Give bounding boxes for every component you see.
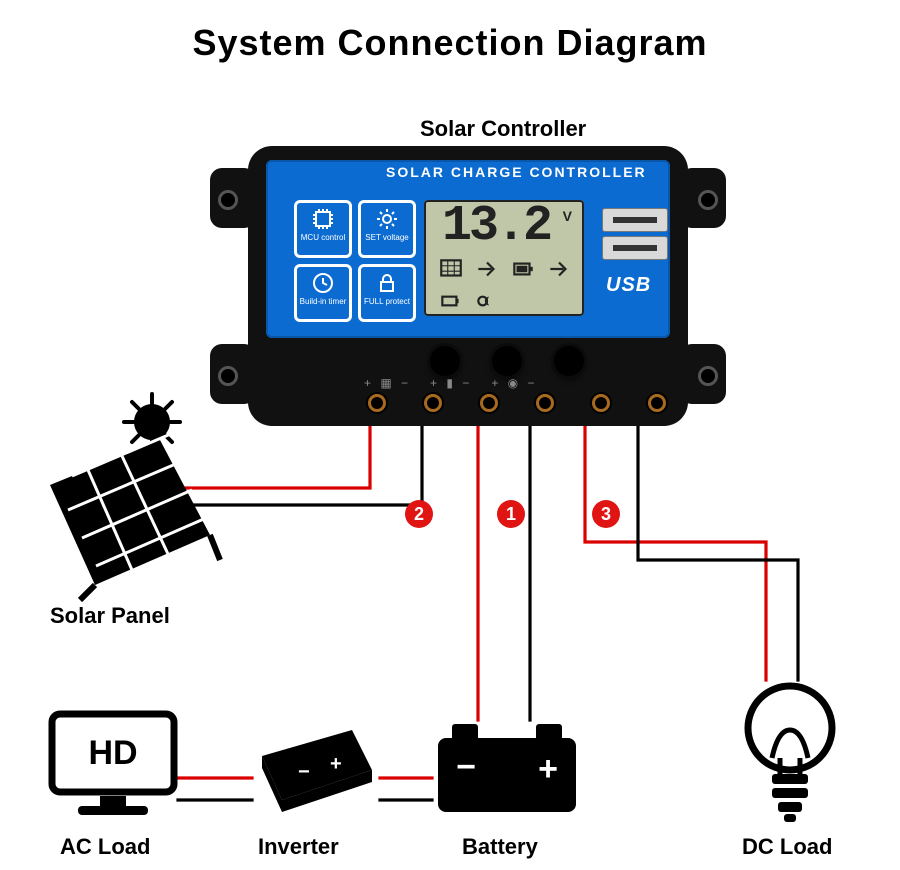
usb-port-icon [602,236,668,260]
inverter-icon: − + [252,720,380,816]
bulb-icon [740,680,840,825]
lcd-reading: 13.2 [442,200,550,255]
terminal-icon [536,394,554,412]
step-badge-1: 1 [497,500,525,528]
terminal-icon [592,394,610,412]
panel-icon [438,256,464,282]
controller-button[interactable] [430,346,460,376]
step-badge-2: 2 [405,500,433,528]
solar-panel-icon [40,390,230,595]
lcd-flow-icons [438,256,584,282]
usb-label: USB [606,274,651,297]
svg-text:+: + [330,753,342,775]
battery-icon [510,256,536,282]
monitor-icon: HD [48,710,178,825]
terminal-icon [648,394,666,412]
svg-text:+: + [538,750,558,788]
mount-ear-icon [210,168,256,228]
mount-ear-icon [680,344,726,404]
mcu-icon: MCU control [294,200,352,258]
solar-controller: SOLAR CHARGE CONTROLLER MCU control SET … [248,146,688,426]
clock-icon: Build-in timer [294,264,352,322]
gear-icon: SET voltage [358,200,416,258]
lcd-unit: V [563,208,572,224]
wire-dc-pos [585,422,766,680]
lock-icon: FULL protect [358,264,416,322]
lcd-status-icons [438,288,500,314]
lcd-display: 13.2 V [424,200,584,316]
battery-icon: − + [432,720,582,820]
bulb-icon [582,256,584,282]
controller-title: SOLAR CHARGE CONTROLLER [386,164,647,180]
battery-small-icon [438,288,464,314]
controller-button[interactable] [492,346,522,376]
controller-faceplate: SOLAR CHARGE CONTROLLER MCU control SET … [266,160,670,338]
step-badge-3: 3 [592,500,620,528]
terminal-labels: + ▦ − + ▮ − + ◉ − [364,376,537,390]
terminal-icon [480,394,498,412]
mount-ear-icon [680,168,726,228]
usb-port-icon [602,208,668,232]
terminal-icon [368,394,386,412]
sun-moon-icon [474,288,500,314]
arrow-right-icon [546,256,572,282]
wire-dc-neg [638,422,798,680]
monitor-text: HD [88,734,137,772]
svg-text:−: − [456,748,476,786]
terminal-icon [424,394,442,412]
controller-button[interactable] [554,346,584,376]
svg-text:−: − [298,761,310,783]
terminal-row [368,394,666,412]
arrow-right-icon [474,256,500,282]
diagram-stage: System Connection Diagram Solar Controll… [0,0,900,870]
